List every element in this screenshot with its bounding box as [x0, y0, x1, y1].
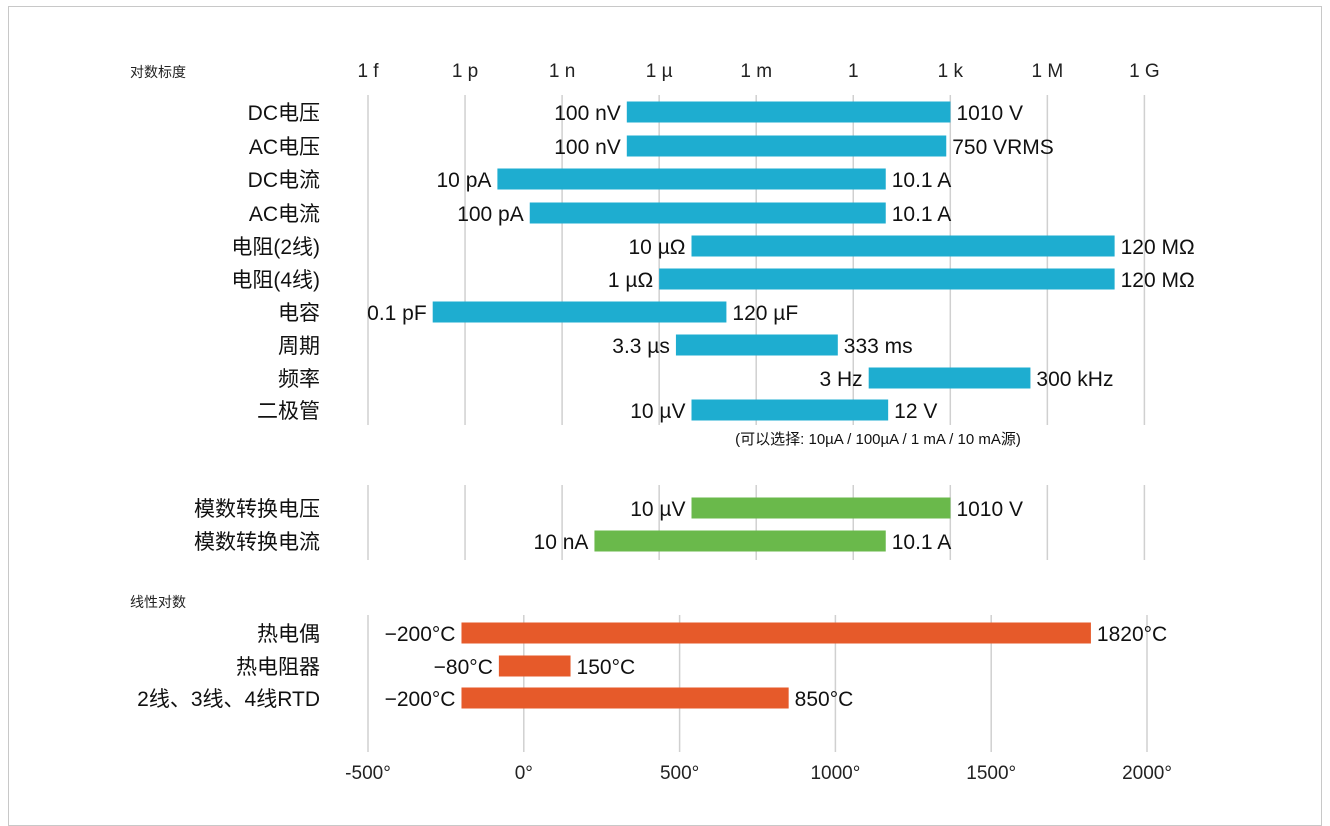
temp-row-label: 2线、3线、4线RTD: [137, 688, 320, 711]
temp-row-label: 热电阻器: [236, 656, 320, 679]
log-row-min-label: 1 µΩ: [608, 269, 653, 292]
log-row-bar: [691, 235, 1115, 257]
log-row-label: DC电压: [248, 102, 320, 125]
temp-row-bar: [498, 655, 571, 677]
adc-row-min-label: 10 nA: [534, 531, 589, 554]
log-row-bar: [626, 135, 947, 157]
log-row-min-label: 3 Hz: [819, 368, 862, 391]
linear-tick-label: 2000°: [1122, 763, 1172, 784]
log-row-min-label: 10 µV: [630, 400, 685, 423]
log-row-max-label: 10.1 A: [892, 203, 952, 226]
log-row-max-label: 10.1 A: [892, 169, 952, 192]
temp-row-min-label: −80°C: [434, 656, 493, 679]
log-row-bar: [659, 268, 1115, 290]
log-tick-label: 1 G: [1129, 61, 1160, 82]
adc-row-max-label: 10.1 A: [892, 531, 952, 554]
log-row-max-label: 120 µF: [732, 302, 798, 325]
adc-row-min-label: 10 µV: [630, 498, 685, 521]
temp-row-bar: [461, 687, 789, 709]
log-row-min-label: 100 pA: [457, 203, 524, 226]
temp-row-bar: [461, 622, 1091, 644]
linear-tick-label: -500°: [345, 763, 391, 784]
log-row-label: 周期: [278, 335, 320, 358]
log-tick-label: 1 p: [452, 61, 478, 82]
log-row-max-label: 120 MΩ: [1121, 269, 1195, 292]
log-row-max-label: 333 ms: [844, 335, 913, 358]
log-row-min-label: 3.3 µs: [612, 335, 670, 358]
log-row-min-label: 10 pA: [437, 169, 492, 192]
log-row-label: 电阻(4线): [231, 269, 320, 292]
log-tick-label: 1 f: [357, 61, 379, 82]
log-row-label: AC电压: [249, 136, 320, 159]
log-row-min-label: 100 nV: [554, 102, 621, 125]
log-row-min-label: 0.1 pF: [367, 302, 427, 325]
log-row-bar: [626, 101, 951, 123]
log-row-label: 电容: [278, 302, 320, 325]
adc-row-max-label: 1010 V: [956, 498, 1023, 521]
log-row-max-label: 120 MΩ: [1121, 236, 1195, 259]
log-row-label: 频率: [278, 368, 320, 391]
log-row-bar: [691, 399, 889, 421]
adc-row-bar: [594, 530, 886, 552]
diode-source-note: (可以选择: 10µA / 100µA / 1 mA / 10 mA源): [735, 431, 1021, 448]
temp-row-label: 热电偶: [257, 623, 320, 646]
linear-tick-label: 500°: [660, 763, 699, 784]
adc-row-label: 模数转换电压: [194, 498, 320, 521]
log-row-min-label: 10 µΩ: [629, 236, 686, 259]
temp-row-max-label: 1820°C: [1097, 623, 1167, 646]
log-row-label: 二极管: [257, 400, 320, 423]
log-row-label: 电阻(2线): [231, 236, 320, 259]
temp-row-min-label: −200°C: [385, 688, 456, 711]
log-tick-label: 1 k: [938, 61, 964, 82]
temp-row-min-label: −200°C: [385, 623, 456, 646]
log-row-bar: [432, 301, 727, 323]
log-row-bar: [497, 168, 886, 190]
temp-row-max-label: 150°C: [577, 656, 636, 679]
temp-row-max-label: 850°C: [795, 688, 854, 711]
log-row-max-label: 300 kHz: [1036, 368, 1113, 391]
adc-row-bar: [691, 497, 951, 519]
log-row-max-label: 1010 V: [956, 102, 1023, 125]
linear-scale-label: 线性对数: [130, 594, 186, 610]
log-row-bar: [675, 334, 838, 356]
log-tick-label: 1 µ: [646, 61, 673, 82]
log-tick-label: 1 n: [549, 61, 575, 82]
log-row-label: DC电流: [248, 169, 320, 192]
log-row-bar: [868, 367, 1031, 389]
log-row-min-label: 100 nV: [554, 136, 621, 159]
log-tick-label: 1 m: [740, 61, 772, 82]
log-row-max-label: 12 V: [894, 400, 937, 423]
log-row-bar: [529, 202, 886, 224]
log-row-max-label: 750 VRMS: [952, 136, 1054, 159]
log-scale-label: 对数标度: [130, 64, 186, 80]
log-row-label: AC电流: [249, 203, 320, 226]
linear-tick-label: 0°: [515, 763, 533, 784]
log-tick-label: 1: [848, 61, 859, 82]
adc-row-label: 模数转换电流: [194, 531, 320, 554]
log-tick-label: 1 M: [1032, 61, 1064, 82]
linear-tick-label: 1000°: [810, 763, 860, 784]
linear-tick-label: 1500°: [966, 763, 1016, 784]
